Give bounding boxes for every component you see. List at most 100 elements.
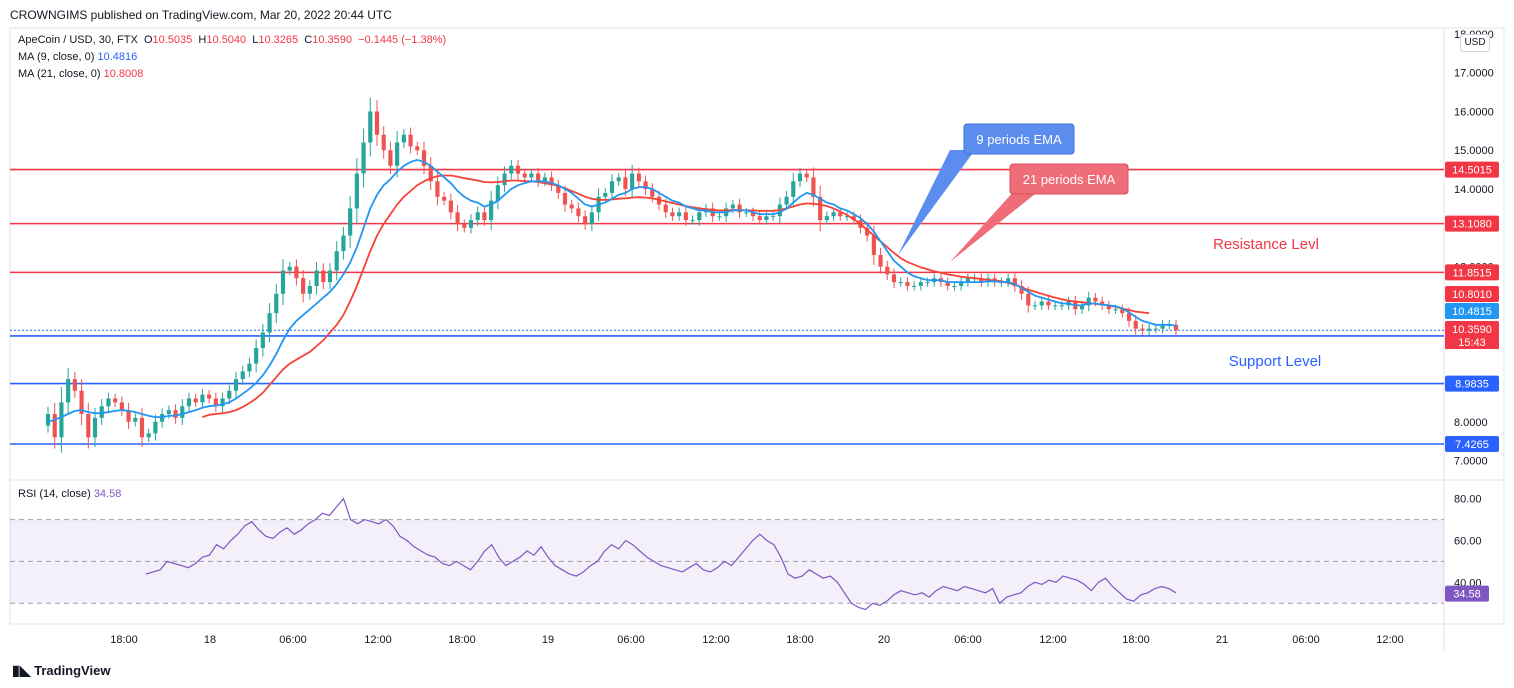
candle-down	[1126, 313, 1132, 321]
currency-button[interactable]: USD	[1460, 34, 1490, 52]
candle-down	[583, 216, 588, 224]
price-tick-label: 16.0000	[1454, 106, 1494, 118]
candle-up	[133, 417, 138, 422]
candle-up	[475, 212, 480, 221]
candle-up	[952, 286, 957, 287]
candle-up	[314, 270, 319, 286]
ema21-line	[202, 174, 1150, 418]
candle-up	[1153, 328, 1158, 330]
candle-down	[871, 235, 876, 255]
candle-up	[831, 212, 836, 217]
candle-up	[180, 406, 185, 418]
candle-up	[630, 173, 635, 190]
candle-up	[844, 216, 850, 218]
candle-down	[891, 274, 897, 283]
candle-down	[1012, 278, 1017, 286]
candle-up	[186, 398, 192, 407]
candle-down	[408, 134, 413, 147]
ma9-label: MA (9, close, 0)	[18, 51, 95, 63]
candle-up	[489, 200, 494, 221]
candle-up	[254, 348, 259, 364]
candle-up	[334, 251, 339, 271]
price-tag-bg	[1445, 286, 1499, 302]
symbol-name[interactable]: ApeCoin / USD, 30, FTX	[18, 34, 138, 46]
candle-down	[79, 390, 84, 414]
candle-down	[851, 216, 856, 221]
candle-up	[146, 433, 151, 438]
candle-down	[650, 189, 655, 197]
candle-down	[1133, 320, 1138, 329]
candle-up	[1086, 297, 1091, 306]
candle-up	[898, 282, 903, 284]
candle-down	[1093, 297, 1098, 302]
candle-down	[213, 398, 218, 407]
candle-up	[529, 173, 534, 178]
candle-up	[824, 216, 829, 221]
candle-down	[979, 278, 984, 283]
candle-up	[267, 313, 272, 333]
price-tick-label: 15.0000	[1454, 145, 1494, 157]
time-tick-label: 18:00	[110, 634, 138, 646]
ema9-line	[47, 158, 1177, 423]
ema9-callout-pointer	[898, 150, 975, 255]
candle-down	[623, 177, 628, 190]
rsi-line	[145, 497, 1177, 611]
time-tick-label: 06:00	[1292, 634, 1320, 646]
price-tick-label: 8.0000	[1454, 417, 1488, 429]
rsi-legend[interactable]: RSI (14, close) 34.58	[18, 488, 121, 500]
rsi-label: RSI (14, close)	[18, 488, 91, 500]
support-level-tag-bg	[1445, 436, 1499, 453]
candle-down	[455, 212, 460, 224]
candle-up	[260, 332, 265, 349]
ema9-callout-box[interactable]	[963, 123, 1075, 155]
ma9-legend[interactable]: MA (9, close, 0) 10.4816	[18, 51, 137, 63]
candle-down	[878, 254, 883, 267]
ema21-callout-text: 21 periods EMA	[1023, 172, 1116, 187]
candle-up	[307, 286, 312, 294]
candle-down	[374, 111, 380, 135]
candle-up	[280, 270, 286, 294]
candle-down	[536, 173, 541, 182]
candle-down	[381, 134, 386, 151]
open-label: O	[143, 34, 153, 46]
countdown-text: 15:43	[1458, 337, 1486, 349]
candle-up	[690, 220, 695, 222]
candle-up	[395, 142, 400, 166]
candle-down	[113, 398, 118, 403]
time-tick-label: 06:00	[617, 634, 645, 646]
candle-down	[522, 173, 527, 178]
rsi-tick-label: 80.00	[1454, 494, 1482, 506]
low-value: 10.3265	[258, 34, 299, 46]
candle-up	[502, 173, 507, 186]
candle-down	[1173, 324, 1179, 331]
time-tick-label: 18:00	[786, 634, 814, 646]
candle-up	[1006, 278, 1011, 283]
candle-down	[750, 212, 756, 217]
candle-up	[247, 363, 252, 372]
ma21-legend[interactable]: MA (21, close, 0) 10.8008	[18, 68, 143, 80]
resistance-level-tag-text: 14.5015	[1452, 165, 1492, 177]
symbol-legend: ApeCoin / USD, 30, FTX O10.5035 H10.5040…	[18, 34, 446, 46]
candle-up	[59, 402, 64, 438]
candle-down	[576, 208, 581, 217]
candle-up	[287, 266, 292, 271]
publish-header: CROWNGIMS published on TradingView.com, …	[10, 8, 392, 22]
resistance-level-label: Resistance Levl	[1213, 236, 1319, 253]
candle-up	[603, 192, 608, 197]
ema21-callout-box[interactable]	[1009, 163, 1129, 195]
candle-up	[1160, 324, 1165, 329]
candle-up	[1079, 305, 1085, 310]
candle-down	[1140, 328, 1145, 331]
candle-down	[321, 270, 326, 283]
candle-down	[119, 402, 124, 411]
candle-down	[643, 181, 648, 190]
candle-up	[1039, 301, 1044, 306]
price-tag-text: 10.3590	[1452, 324, 1492, 336]
candle-down	[556, 185, 561, 193]
candle-up	[697, 212, 702, 221]
time-tick-label: 21	[1216, 634, 1228, 646]
high-label: H	[198, 34, 207, 46]
time-tick-label: 06:00	[954, 634, 982, 646]
candle-down	[126, 410, 131, 422]
